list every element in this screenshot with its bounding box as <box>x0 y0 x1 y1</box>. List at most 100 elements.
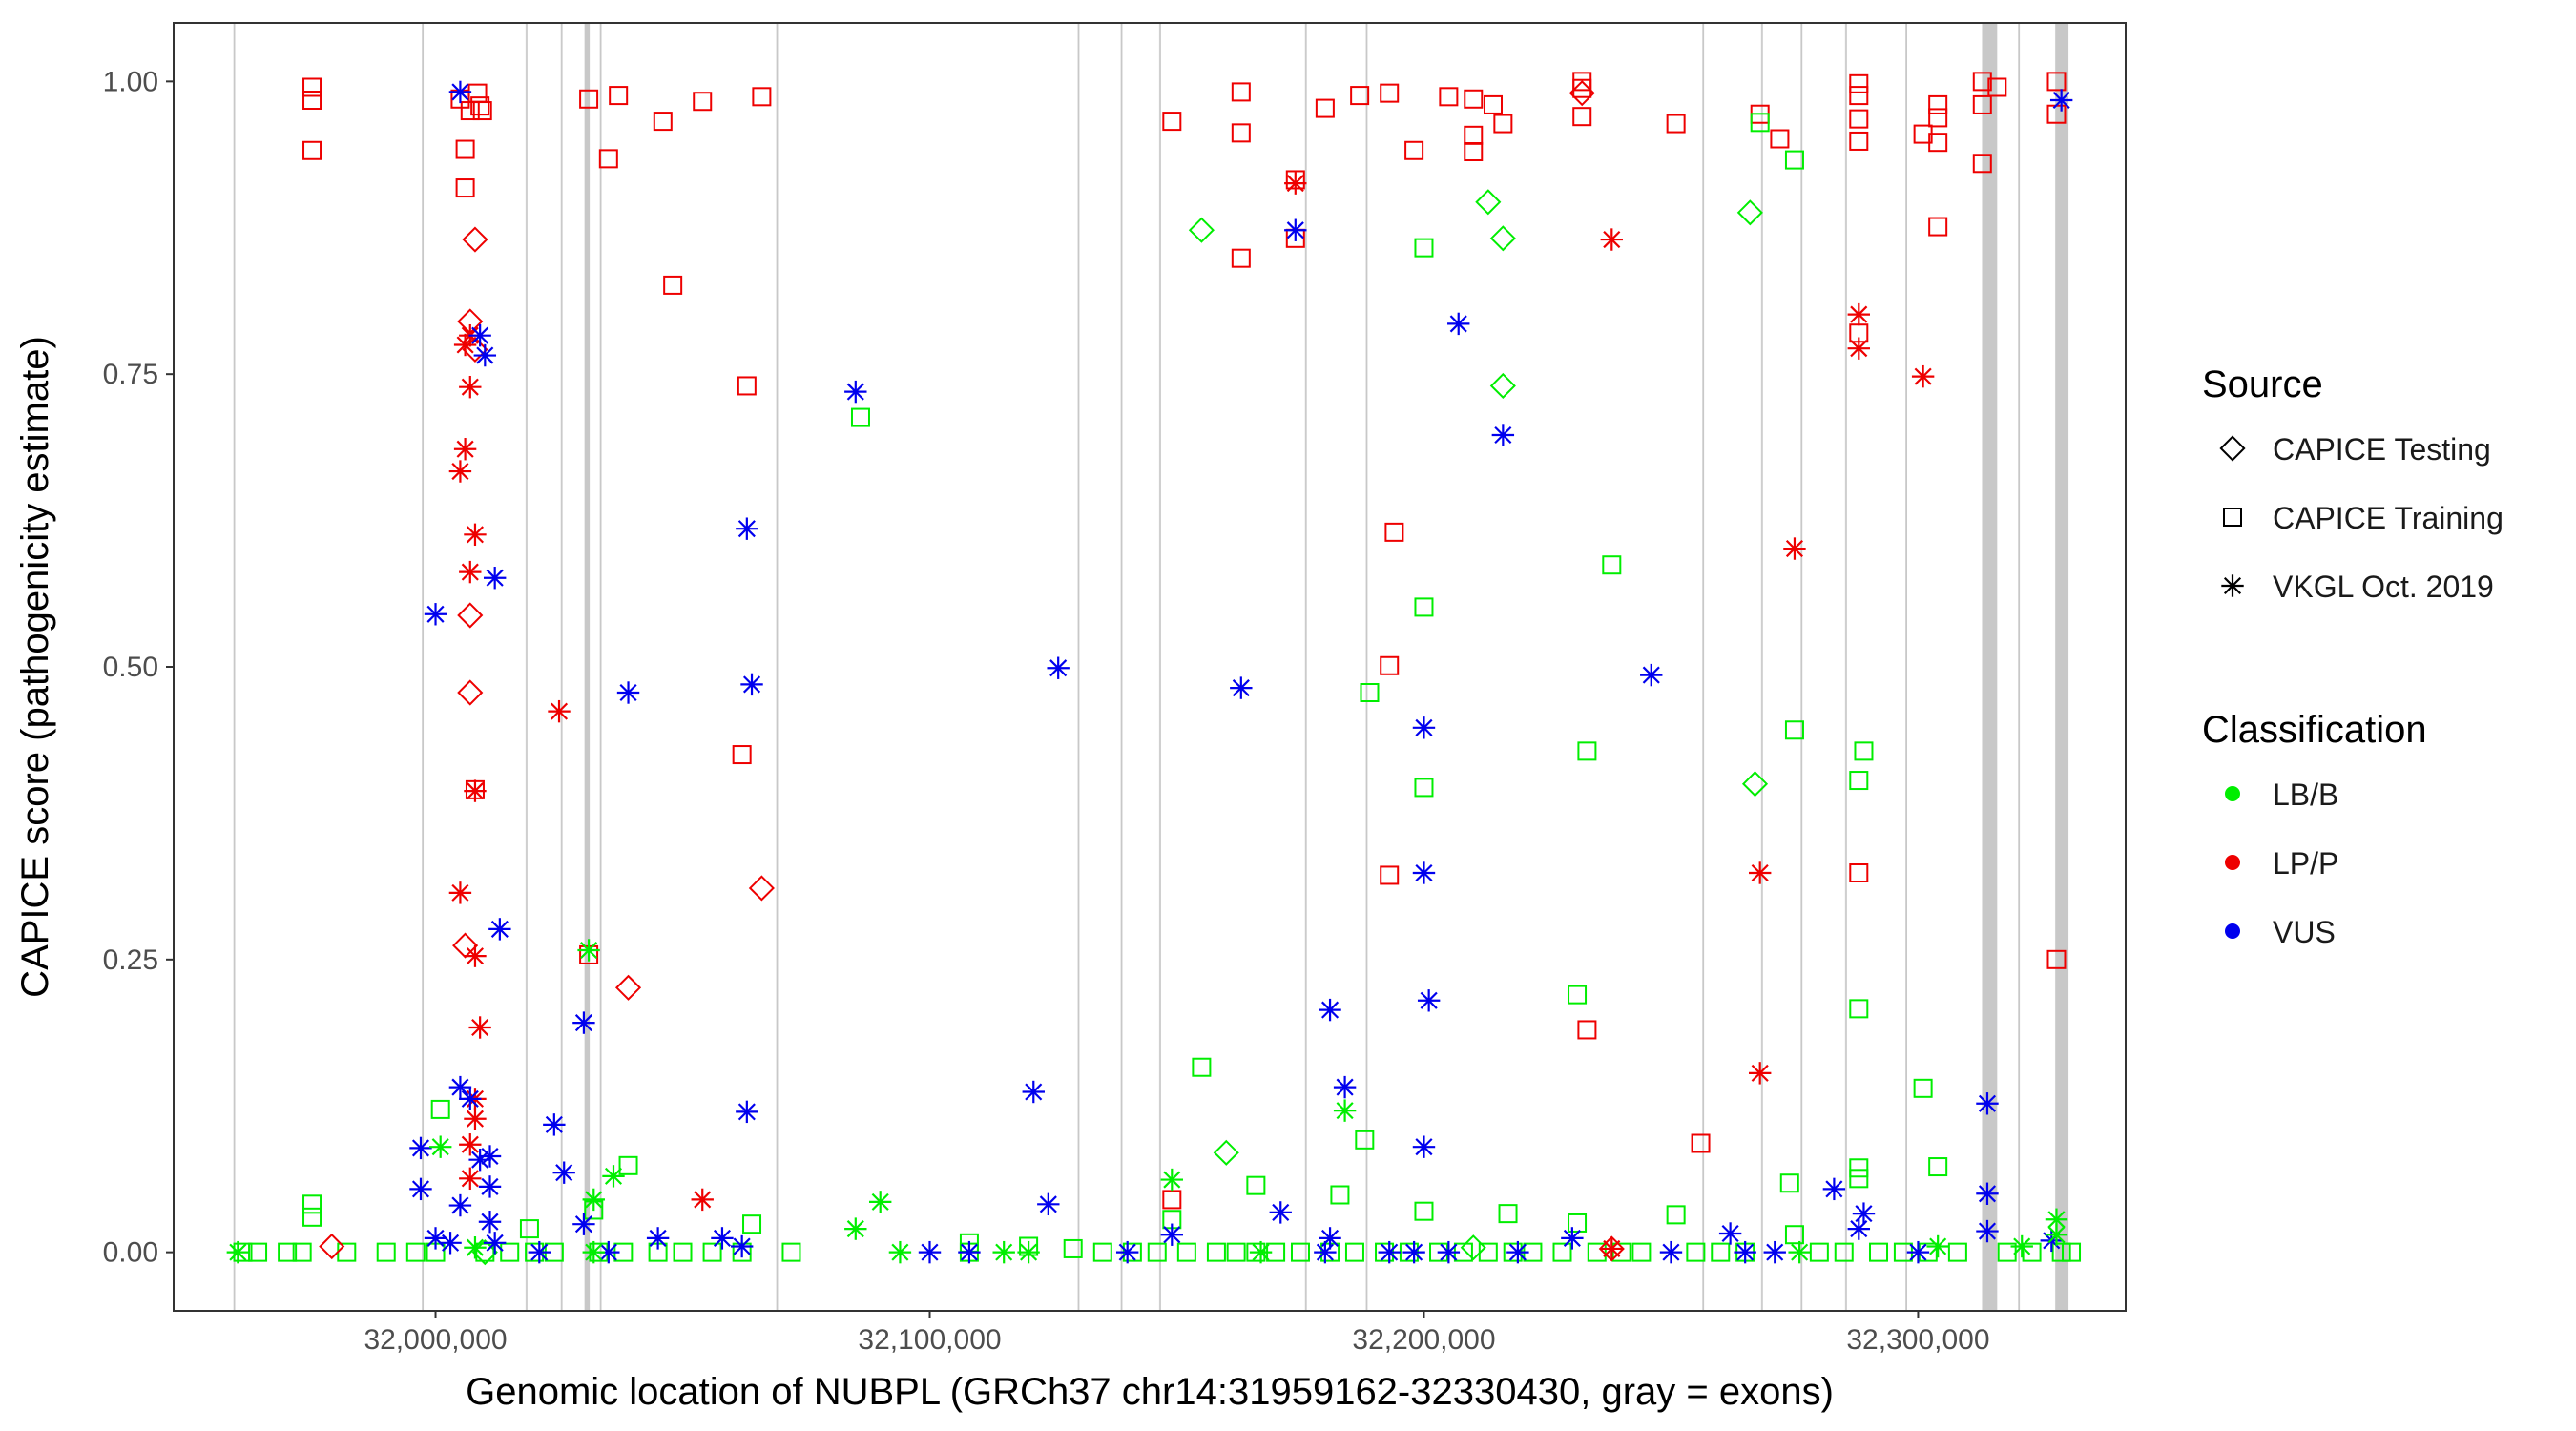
square-marker <box>292 1242 312 1262</box>
square-marker <box>1947 1242 1967 1262</box>
diamond-marker <box>2219 435 2246 462</box>
asterisk-marker <box>1333 1075 1357 1099</box>
asterisk-marker <box>1047 656 1070 679</box>
legend-label-capice-testing: CAPICE Testing <box>2273 432 2491 467</box>
square-marker <box>1849 771 1869 791</box>
asterisk-marker <box>582 1240 605 1264</box>
square-marker <box>1355 1130 1375 1150</box>
legend-asterisk-icon <box>2221 574 2244 597</box>
diamond-marker <box>319 1233 345 1260</box>
asterisk-marker <box>464 1108 487 1130</box>
asterisk-marker <box>1847 337 1870 360</box>
legend-classification-title: Classification <box>2202 709 2427 751</box>
square-marker <box>653 112 673 132</box>
exon-band <box>2018 23 2021 1311</box>
legend: Source CAPICE Testing CAPICE Training VK… <box>2202 363 2503 949</box>
square-marker <box>850 407 870 427</box>
asterisk-marker <box>459 1133 482 1156</box>
square-marker <box>1587 1242 1607 1262</box>
asterisk-marker <box>1976 1182 1999 1205</box>
square-marker <box>1380 865 1400 885</box>
square-marker <box>302 140 322 160</box>
asterisk-marker <box>2221 574 2244 597</box>
square-marker <box>1552 1242 1572 1262</box>
square-marker <box>1414 597 1434 617</box>
square-marker <box>1572 78 1592 98</box>
y-tick-label: 1.00 <box>103 66 158 97</box>
square-marker <box>1711 1242 1731 1262</box>
asterisk-marker <box>572 1011 595 1034</box>
diamond-marker <box>1598 1235 1625 1262</box>
diamond-marker <box>1188 217 1215 243</box>
square-marker <box>1691 1133 1711 1153</box>
asterisk-marker <box>740 673 763 696</box>
asterisk-marker <box>646 1227 670 1250</box>
diamond-marker <box>1741 771 1769 798</box>
asterisk-marker <box>1022 1080 1045 1104</box>
asterisk-marker <box>1718 1222 1742 1245</box>
square-marker <box>1384 522 1404 542</box>
asterisk-marker <box>1640 663 1663 687</box>
asterisk-marker <box>691 1188 714 1212</box>
legend-square-icon <box>2223 508 2242 527</box>
square-marker <box>1162 112 1182 132</box>
asterisk-marker <box>1748 861 1772 884</box>
square-marker <box>1849 863 1869 882</box>
exon-band <box>1120 23 1123 1311</box>
asterisk-marker <box>730 1234 754 1258</box>
square-marker <box>1631 1242 1652 1262</box>
square-marker <box>1928 133 1948 153</box>
asterisk-marker <box>1017 1240 1040 1264</box>
asterisk-marker <box>543 1113 566 1136</box>
diamond-marker <box>1475 189 1502 216</box>
asterisk-marker <box>2049 89 2073 112</box>
legend-item-capice-testing: CAPICE Testing <box>2219 432 2491 467</box>
asterisk-marker <box>1402 1240 1425 1264</box>
square-marker <box>1849 1169 1869 1189</box>
asterisk-marker <box>918 1240 942 1264</box>
asterisk-marker <box>1319 998 1341 1022</box>
square-marker <box>1315 98 1335 118</box>
square-marker <box>1063 1238 1083 1258</box>
plot-area <box>173 22 2127 1312</box>
diamond-marker <box>457 602 484 629</box>
square-marker <box>1972 154 1992 174</box>
legend-label-vus: VUS <box>2273 915 2336 949</box>
square-marker <box>1439 87 1459 107</box>
asterisk-marker <box>1491 424 1515 446</box>
square-marker <box>1414 1201 1434 1221</box>
asterisk-marker <box>424 1227 447 1250</box>
square-marker <box>1849 1158 1869 1178</box>
asterisk-marker <box>572 1213 595 1235</box>
diamond-marker <box>1460 1234 1486 1261</box>
square-marker <box>1928 108 1948 128</box>
asterisk-marker <box>459 1167 482 1191</box>
asterisk-marker <box>448 1075 472 1099</box>
square-marker <box>1464 89 1484 109</box>
square-marker <box>609 86 629 106</box>
square-marker <box>1206 1242 1226 1262</box>
diamond-marker <box>457 679 484 706</box>
square-marker <box>1784 150 1804 170</box>
asterisk-marker <box>844 380 867 404</box>
asterisk-marker <box>478 1175 502 1198</box>
square-marker <box>737 376 757 396</box>
square-marker <box>1568 985 1588 1005</box>
asterisk-marker <box>1976 1219 1999 1243</box>
square-marker <box>1849 86 1869 106</box>
legend-label-vkgl: VKGL Oct. 2019 <box>2273 570 2494 604</box>
square-marker <box>1380 83 1400 103</box>
asterisk-marker <box>1926 1234 1949 1258</box>
asterisk-marker <box>453 333 477 357</box>
asterisk-marker <box>1412 716 1436 739</box>
asterisk-marker <box>1412 1135 1436 1158</box>
asterisk-marker <box>1284 218 1307 241</box>
y-tick-label: 0.75 <box>103 359 158 390</box>
square-marker <box>1784 720 1804 740</box>
asterisk-marker <box>1412 861 1436 884</box>
square-marker <box>302 91 322 110</box>
square-marker <box>2051 1242 2071 1262</box>
asterisk-marker <box>582 1188 605 1212</box>
asterisk-marker <box>1561 1227 1584 1250</box>
